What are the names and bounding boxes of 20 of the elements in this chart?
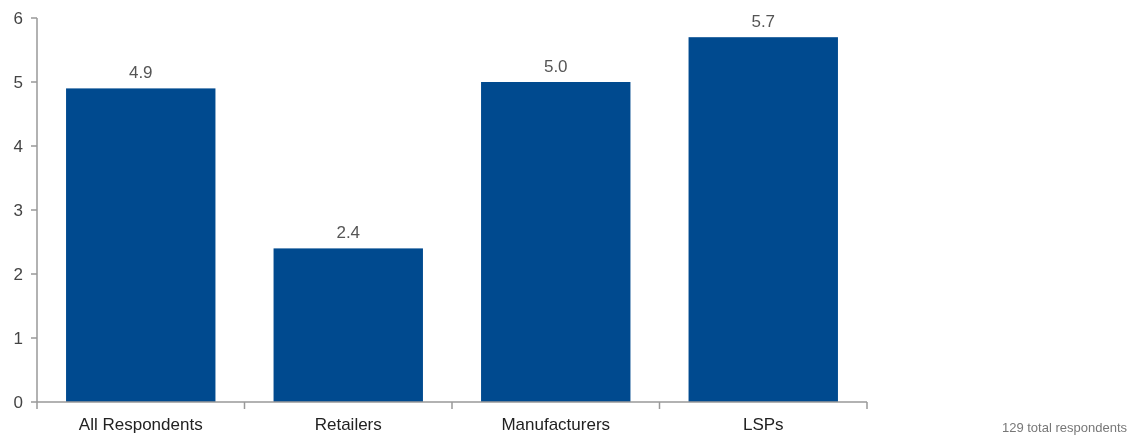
- y-tick-label: 0: [13, 392, 23, 412]
- text: 129 total respondents: [1001, 420, 1128, 435]
- y-tick-label: 6: [13, 8, 23, 28]
- bar: [66, 88, 216, 402]
- bar: [481, 82, 631, 402]
- x-tick-label: All Respondents: [78, 415, 203, 434]
- data-label: 5.7: [751, 12, 776, 32]
- x-tick-label: LSPs: [742, 415, 784, 434]
- x-tick-label: Retailers: [314, 415, 382, 434]
- data-label: 2.4: [336, 223, 361, 243]
- y-tick-label: 5: [13, 72, 23, 92]
- y-tick-label: 1: [13, 328, 23, 348]
- y-tick-label: 3: [13, 200, 23, 220]
- y-tick-label: 4: [13, 136, 23, 156]
- data-label: 5.0: [543, 57, 568, 76]
- y-tick-label: 2: [13, 264, 23, 284]
- bar: [273, 248, 423, 402]
- x-tick-label: Manufacturers: [501, 415, 611, 434]
- data-label: 4.9: [128, 63, 153, 83]
- bar: [688, 37, 838, 402]
